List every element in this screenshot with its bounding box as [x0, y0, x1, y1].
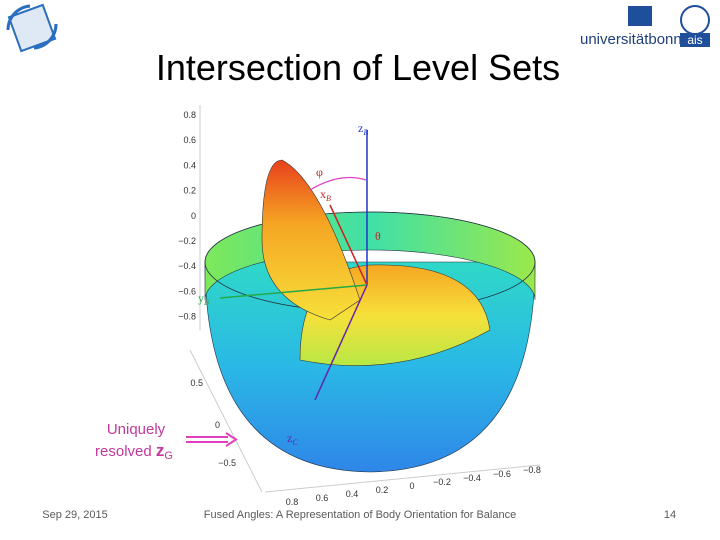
vector-symbol: y — [198, 291, 204, 305]
slide-title: Intersection of Level Sets — [156, 47, 560, 88]
axis-line — [264, 464, 541, 493]
x-tick-label: −0.2 — [433, 477, 451, 487]
z-tick-label: 0.6 — [183, 135, 196, 145]
vector-symbol: z — [358, 121, 363, 135]
university-name: universitätbonn — [580, 31, 682, 48]
vector-symbol: φ — [316, 165, 323, 179]
z-tick-label: 0.4 — [183, 160, 196, 170]
left-logo — [6, 3, 58, 53]
x-tick-label: −0.8 — [523, 465, 541, 475]
vector-symbol: x — [320, 187, 326, 201]
z-tick-label: 0.8 — [183, 110, 196, 120]
page-number: 14 — [664, 509, 676, 521]
annotation-symbol: z — [156, 441, 165, 460]
arrow — [219, 284, 368, 299]
z-tick-label: −0.8 — [178, 312, 196, 322]
vector-label: zB — [358, 121, 368, 137]
vector-sub: B — [363, 128, 368, 137]
x-tick-label: 0.2 — [376, 485, 389, 495]
z-tick-label: 0 — [191, 211, 196, 221]
vector-label: xB — [320, 187, 331, 203]
vector-label: θ — [375, 229, 381, 243]
axis-line — [189, 349, 263, 493]
z-tick-label: 0.2 — [183, 186, 196, 196]
y-tick-label: −0.5 — [218, 458, 236, 468]
figure — [189, 105, 541, 493]
vector-symbol: θ — [375, 229, 381, 243]
vector-sub: B — [204, 298, 209, 307]
footer-date: Sep 29, 2015 — [42, 509, 107, 521]
x-tick-label: 0.8 — [286, 497, 299, 507]
annotation-sub: G — [164, 450, 173, 462]
x-tick-label: 0.6 — [316, 493, 329, 503]
group-name: ais — [687, 33, 702, 47]
x-tick-label: 0.4 — [346, 489, 359, 499]
vector-label: yB — [198, 291, 209, 307]
annotation-text: resolved — [95, 443, 152, 460]
y-tick-label: 0.5 — [190, 378, 203, 388]
angle-arc — [309, 177, 367, 191]
z-tick-label: −0.4 — [178, 261, 196, 271]
x-tick-label: 0 — [409, 481, 414, 491]
right-logo: universitätbonn ais — [580, 5, 710, 48]
vector-sub: B — [326, 194, 331, 203]
x-tick-label: −0.4 — [463, 473, 481, 483]
z-tick-label: −0.6 — [178, 286, 196, 296]
petal — [261, 159, 361, 321]
arrow — [329, 204, 368, 286]
annotation-line: resolved zG — [95, 441, 173, 462]
arrow-head — [225, 432, 238, 447]
annotation-line: Uniquely — [107, 421, 166, 438]
z-tick-label: −0.2 — [178, 236, 196, 246]
vector-label: zC — [287, 431, 298, 447]
footer-title: Fused Angles: A Representation of Body O… — [204, 509, 516, 521]
vector-symbol: z — [287, 431, 292, 445]
arrow — [314, 284, 368, 401]
vector-label: φ — [316, 165, 323, 179]
annotation: Uniquely resolved zG — [95, 421, 238, 462]
vector-sub: C — [292, 438, 298, 447]
y-tick-label: 0 — [215, 420, 220, 430]
x-tick-label: −0.6 — [493, 469, 511, 479]
